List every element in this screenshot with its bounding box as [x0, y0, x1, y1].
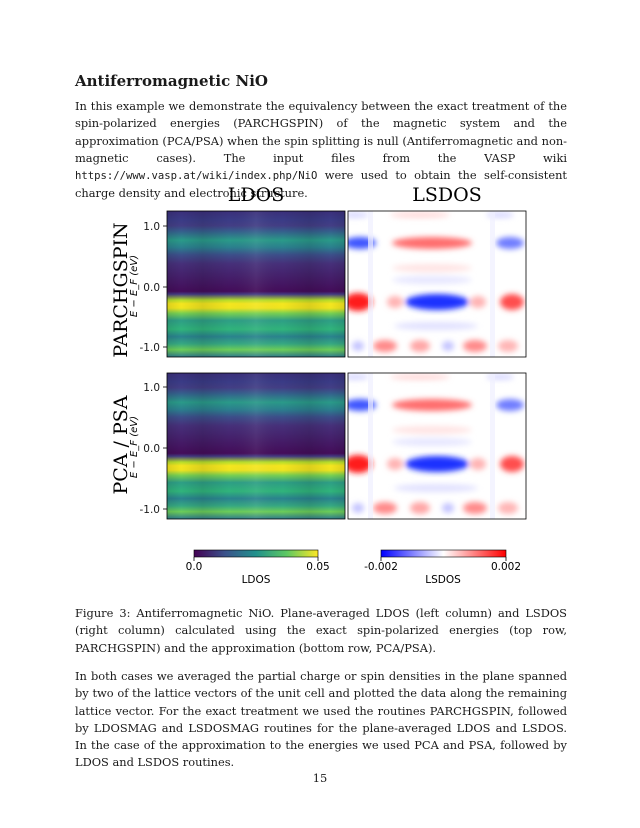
intro-text-2: were used to obtain the self-consistent … — [75, 168, 567, 201]
y-tick-label: 1.0 — [143, 221, 160, 233]
colorbar-lsdos: -0.002 0.002 LSDOS — [364, 549, 521, 586]
vasp-wiki-url[interactable]: https://www.vasp.at/wiki/index.php/NiO — [75, 170, 318, 183]
colorbar-lsdos-max: 0.002 — [491, 561, 521, 573]
ldos-heatmap-pca-psa — [166, 372, 346, 520]
body-paragraph: In both cases we averaged the partial ch… — [75, 669, 567, 770]
page-number: 15 — [312, 771, 328, 785]
section-title: Antiferromagnetic NiO — [75, 72, 268, 90]
intro-text-1: In this example we demonstrate the equiv… — [75, 99, 567, 165]
y-axis-label-top: E − E_F (eV) — [129, 255, 140, 317]
y-axis-label-bottom: E − E_F (eV) — [129, 416, 140, 478]
lsdos-heatmap-pca-psa — [347, 372, 527, 520]
figure-caption: Figure 3: Antiferromagnetic NiO. Plane-a… — [75, 606, 567, 655]
row-title-pca-psa: PCA / PSA — [110, 395, 132, 494]
colorbar-ldos-max: 0.05 — [306, 561, 329, 573]
y-tick-label: -1.0 — [140, 342, 161, 354]
y-tick-label: 0.0 — [143, 282, 160, 294]
column-title-ldos: LDOS — [228, 184, 284, 206]
colorbar-ldos-min: 0.0 — [186, 561, 203, 573]
lsdos-heatmap-parchgspin — [347, 210, 527, 358]
colorbar-lsdos-label: LSDOS — [425, 574, 461, 586]
colorbar-ldos-label: LDOS — [242, 574, 271, 586]
colorbar-ldos: 0.0 0.05 LDOS — [186, 549, 330, 586]
y-ticks-top: 1.0 0.0 -1.0 — [140, 221, 167, 354]
intro-paragraph: In this example we demonstrate the equiv… — [75, 98, 567, 203]
y-ticks-bottom: 1.0 0.0 -1.0 — [140, 382, 167, 516]
colorbar-lsdos-min: -0.002 — [364, 561, 398, 573]
y-tick-label: -1.0 — [140, 504, 161, 516]
row-title-parchgspin: PARCHGSPIN — [110, 222, 132, 357]
y-tick-label: 0.0 — [143, 443, 160, 455]
y-tick-label: 1.0 — [143, 382, 160, 394]
column-title-lsdos: LSDOS — [412, 184, 481, 206]
ldos-heatmap-parchgspin — [166, 210, 346, 358]
